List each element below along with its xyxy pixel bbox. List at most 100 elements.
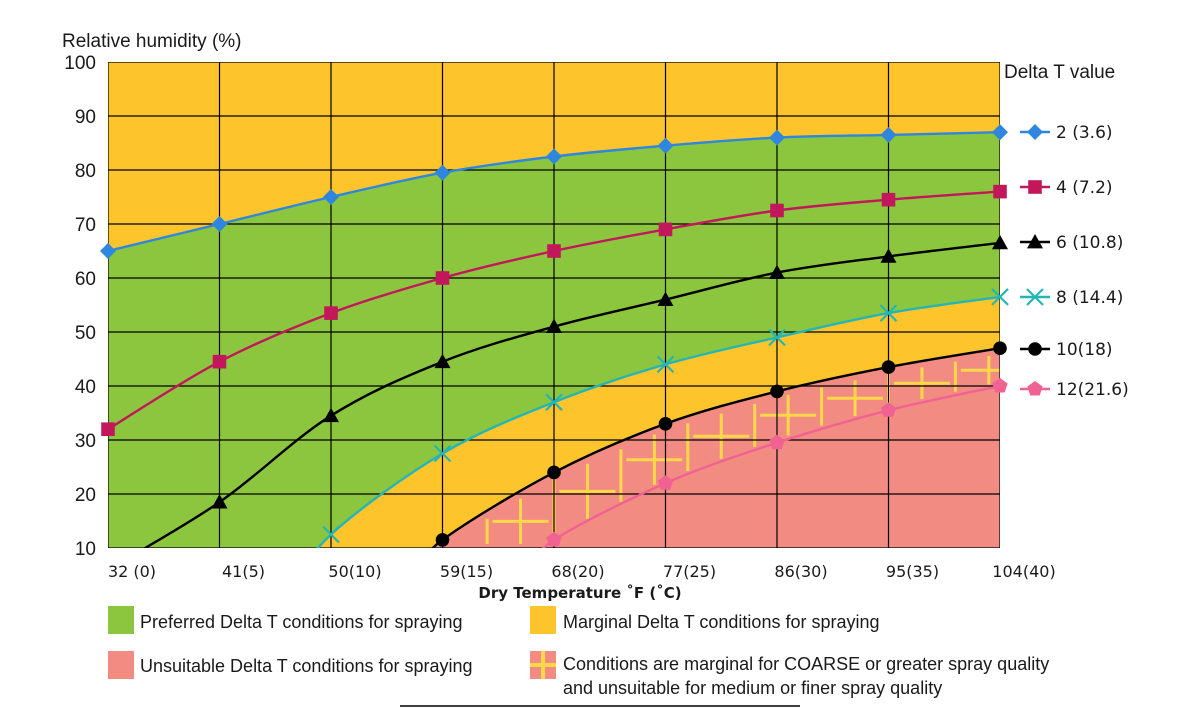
y-tick-label: 50: [75, 323, 96, 344]
data-point: [880, 126, 897, 143]
data-point: [323, 407, 339, 423]
data-point: [211, 216, 228, 232]
data-point: [212, 354, 227, 369]
legend: 2 (3.6) 4 (7.2) 6 (10.8) 8 (14.4) 10(18) 12(2…: [1020, 123, 1129, 400]
y-tick-label: 60: [75, 269, 96, 290]
legend-label: 2 (3.6): [1056, 123, 1113, 143]
legend-marker: [1026, 288, 1044, 306]
data-point: [657, 137, 674, 154]
data-point: [768, 328, 786, 347]
key-label-marginal: Marginal Delta T conditions for spraying: [563, 612, 880, 632]
data-point: [322, 525, 340, 544]
data-point: [658, 222, 673, 237]
series-line-4: [316, 295, 1000, 548]
key-swatch-hatched-h: [530, 663, 556, 667]
data-point: [323, 189, 339, 205]
key-swatch-unsuitable: [108, 651, 134, 679]
data-point: [993, 341, 1007, 356]
data-point: [879, 304, 898, 322]
legend-marker: [1027, 234, 1043, 249]
y-tick-labels: 10 20 30 40 50 60 70 80 90 100: [64, 53, 96, 560]
data-point: [992, 378, 1008, 393]
x-tick-label: 41(5): [222, 562, 265, 581]
legend-item: 12(21.6): [1020, 380, 1129, 400]
legend-label: 4 (7.2): [1056, 178, 1113, 198]
legend-marker: [1028, 342, 1042, 356]
data-point: [434, 164, 451, 181]
y-tick-label: 20: [75, 485, 96, 506]
key-swatch-hatched: [530, 651, 556, 679]
legend-title: Delta T value: [1004, 62, 1115, 83]
data-point: [658, 417, 673, 431]
data-point: [546, 318, 562, 333]
y-tick-label: 70: [75, 215, 96, 236]
legend-marker: [1028, 180, 1042, 194]
y-tick-label: 80: [75, 161, 96, 182]
x-axis-title: Dry Temperature ˚F (˚C): [478, 584, 681, 602]
data-point: [546, 148, 562, 165]
legend-label: 6 (10.8): [1056, 233, 1123, 253]
data-point: [657, 291, 674, 306]
legend-marker: [1027, 381, 1043, 396]
data-point: [101, 422, 115, 436]
legend-item: 6 (10.8): [1020, 233, 1123, 253]
x-tick-label: 77(25): [663, 562, 716, 581]
plot-area: [108, 62, 1000, 548]
data-point: [881, 360, 896, 374]
data-point: [435, 533, 450, 547]
data-point: [545, 393, 563, 411]
legend-label: 8 (14.4): [1056, 288, 1123, 308]
data-point: [769, 264, 785, 279]
legend-item: 4 (7.2): [1020, 178, 1113, 198]
data-point: [324, 306, 338, 320]
data-point: [546, 531, 562, 547]
y-tick-label: 40: [75, 377, 96, 398]
key-label-hatched-1: Conditions are marginal for COARSE or gr…: [563, 654, 1049, 674]
x-tick-label: 86(30): [774, 562, 827, 581]
data-point: [433, 444, 452, 463]
y-tick-label: 30: [75, 431, 96, 452]
legend-item: 2 (3.6): [1020, 123, 1113, 143]
data-point: [991, 288, 1009, 306]
key-label-hatched-2: and unsuitable for medium or finer spray…: [563, 678, 942, 698]
data-point: [880, 248, 897, 263]
x-tick-labels: 32 (0) 41(5) 50(10) 59(15) 68(20) 77(25) 86(30…: [108, 562, 1056, 581]
legend-item: 8 (14.4): [1020, 288, 1123, 308]
key: Preferred Delta T conditions for sprayin…: [108, 606, 1049, 698]
data-point: [769, 434, 785, 450]
data-point: [100, 243, 116, 259]
key-swatch-marginal: [530, 606, 556, 634]
data-point: [547, 244, 561, 258]
data-point: [992, 234, 1008, 250]
data-point: [770, 203, 784, 218]
data-point: [992, 124, 1008, 141]
data-point: [434, 353, 451, 369]
x-tick-label: 68(20): [551, 562, 604, 581]
y-axis-title: Relative humidity (%): [62, 31, 242, 52]
key-swatch-preferred: [108, 606, 134, 634]
legend-label: 10(18): [1056, 340, 1113, 360]
x-tick-label: 32 (0): [108, 562, 156, 581]
data-point: [211, 494, 228, 509]
key-label-preferred: Preferred Delta T conditions for sprayin…: [140, 612, 463, 632]
data-point: [993, 184, 1007, 199]
x-tick-label: 104(40): [992, 562, 1055, 581]
data-point: [881, 192, 896, 207]
data-point: [435, 271, 450, 285]
key-label-unsuitable: Unsuitable Delta T conditions for sprayi…: [140, 656, 473, 676]
x-tick-label: 50(10): [328, 562, 381, 581]
legend-label: 12(21.6): [1056, 380, 1129, 400]
y-tick-label: 10: [75, 539, 96, 560]
legend-item: 10(18): [1020, 340, 1113, 360]
data-point: [770, 384, 784, 399]
data-point: [880, 402, 897, 417]
x-tick-label: 95(35): [886, 562, 939, 581]
data-point: [769, 129, 785, 146]
gridlines: [108, 62, 1000, 548]
data-point: [656, 355, 675, 374]
y-tick-label: 100: [64, 53, 96, 74]
data-point: [547, 465, 561, 480]
x-tick-label: 59(15): [440, 562, 493, 581]
data-point: [657, 475, 674, 490]
